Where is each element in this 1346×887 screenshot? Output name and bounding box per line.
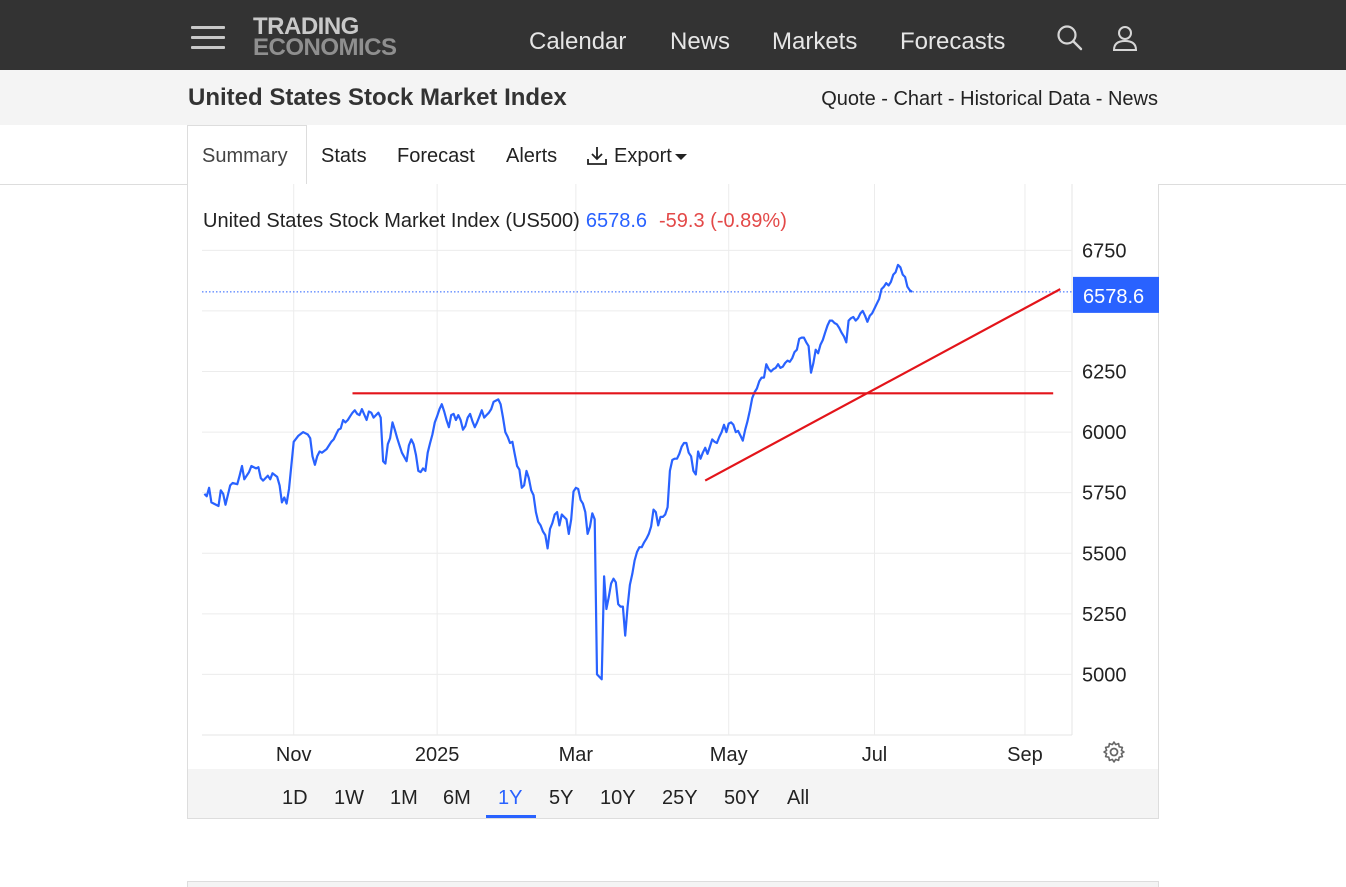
tab-export[interactable]: Export <box>586 145 688 168</box>
range-all[interactable]: All <box>787 787 810 809</box>
y-tick-label: 5750 <box>1082 483 1127 505</box>
download-icon <box>587 146 607 165</box>
x-tick-label: Mar <box>559 744 594 766</box>
y-tick-label: 6750 <box>1082 240 1127 262</box>
top-navigation-bar: TRADING ECONOMICS Calendar News Markets … <box>0 0 1346 70</box>
y-tick-label: 6250 <box>1082 362 1127 384</box>
tab-stats[interactable]: Stats <box>321 145 367 167</box>
range-1m[interactable]: 1M <box>390 787 418 809</box>
link-news[interactable]: News <box>1107 88 1158 110</box>
x-axis-ticks: Nov 2025 Mar May Jul Sep <box>276 744 1043 766</box>
y-tick-label: 5250 <box>1082 604 1127 626</box>
y-tick-label: 5000 <box>1082 664 1127 686</box>
trend-line <box>704 288 1061 482</box>
link-historical-data[interactable]: Historical Data <box>960 88 1091 110</box>
range-25y[interactable]: 25Y <box>662 787 698 809</box>
page-title: United States Stock Market Index <box>188 84 567 111</box>
range-selector: 1D 1W 1M 6M 1Y 5Y 10Y 25Y 50Y All <box>187 769 1159 819</box>
logo-line-2: ECONOMICS <box>253 34 397 61</box>
x-tick-label: Jul <box>862 744 888 766</box>
next-section-edge <box>187 881 1159 887</box>
tab-summary-box[interactable] <box>187 125 307 186</box>
tab-summary[interactable]: Summary <box>202 145 288 167</box>
logo-line-1: TRADING <box>253 13 359 40</box>
quote-header: United States Stock Market Index (US500)… <box>203 210 787 232</box>
range-1d[interactable]: 1D <box>282 787 308 809</box>
link-separator: - <box>1090 88 1108 110</box>
hamburger-menu-icon[interactable] <box>191 24 225 52</box>
active-range-indicator <box>486 815 536 818</box>
current-price-tag-label: 6578.6 <box>1083 286 1144 308</box>
quote-label: United States Stock Market Index (US500) <box>203 210 580 232</box>
x-tick-label: 2025 <box>415 744 460 766</box>
chart-card: 5000 5250 5500 5750 6000 6250 6750 Nov 2025 Mar M… <box>187 184 1159 819</box>
range-1y[interactable]: 1Y <box>498 787 523 809</box>
x-tick-label: May <box>710 744 748 766</box>
x-tick-label: Nov <box>276 744 312 766</box>
export-label: Export <box>614 145 672 167</box>
caret-down-icon <box>674 153 687 160</box>
chart-grid <box>202 184 1073 736</box>
search-icon[interactable] <box>1056 24 1084 52</box>
range-50y[interactable]: 50Y <box>724 787 760 809</box>
y-tick-label: 6000 <box>1082 422 1127 444</box>
title-band: United States Stock Market Index Quote -… <box>0 70 1346 125</box>
nav-news[interactable]: News <box>670 28 731 55</box>
range-1w[interactable]: 1W <box>334 787 364 809</box>
nav-calendar[interactable]: Calendar <box>529 28 627 55</box>
link-quote[interactable]: Quote <box>821 88 876 110</box>
price-chart[interactable]: 5000 5250 5500 5750 6000 6250 6750 Nov 2025 Mar M… <box>188 184 1160 770</box>
nav-forecasts[interactable]: Forecasts <box>900 28 1006 55</box>
quote-price: 6578.6 <box>586 210 647 232</box>
range-6m[interactable]: 6M <box>443 787 471 809</box>
tab-forecast[interactable]: Forecast <box>397 145 475 167</box>
trading-economics-logo[interactable]: TRADING ECONOMICS <box>253 13 397 61</box>
link-chart[interactable]: Chart <box>893 88 943 110</box>
range-10y[interactable]: 10Y <box>600 787 636 809</box>
user-icon[interactable] <box>1111 24 1139 54</box>
quote-change: -59.3 (-0.89%) <box>659 210 787 232</box>
link-separator: - <box>875 88 894 110</box>
y-axis-ticks: 5000 5250 5500 5750 6000 6250 6750 <box>1082 240 1127 686</box>
tab-alerts[interactable]: Alerts <box>506 145 558 167</box>
y-tick-label: 5500 <box>1082 543 1127 565</box>
nav-markets[interactable]: Markets <box>772 28 858 55</box>
current-price-tag: 6578.6 <box>1073 276 1159 313</box>
range-5y[interactable]: 5Y <box>549 787 574 809</box>
link-separator: - <box>942 88 961 110</box>
gear-icon[interactable] <box>1102 740 1126 764</box>
tabs-row: Summary Stats Forecast Alerts Export <box>0 125 1346 186</box>
x-tick-label: Sep <box>1007 744 1043 766</box>
quick-links: Quote - Chart - Historical Data - News <box>821 88 1158 111</box>
series-line-us500 <box>203 263 913 681</box>
